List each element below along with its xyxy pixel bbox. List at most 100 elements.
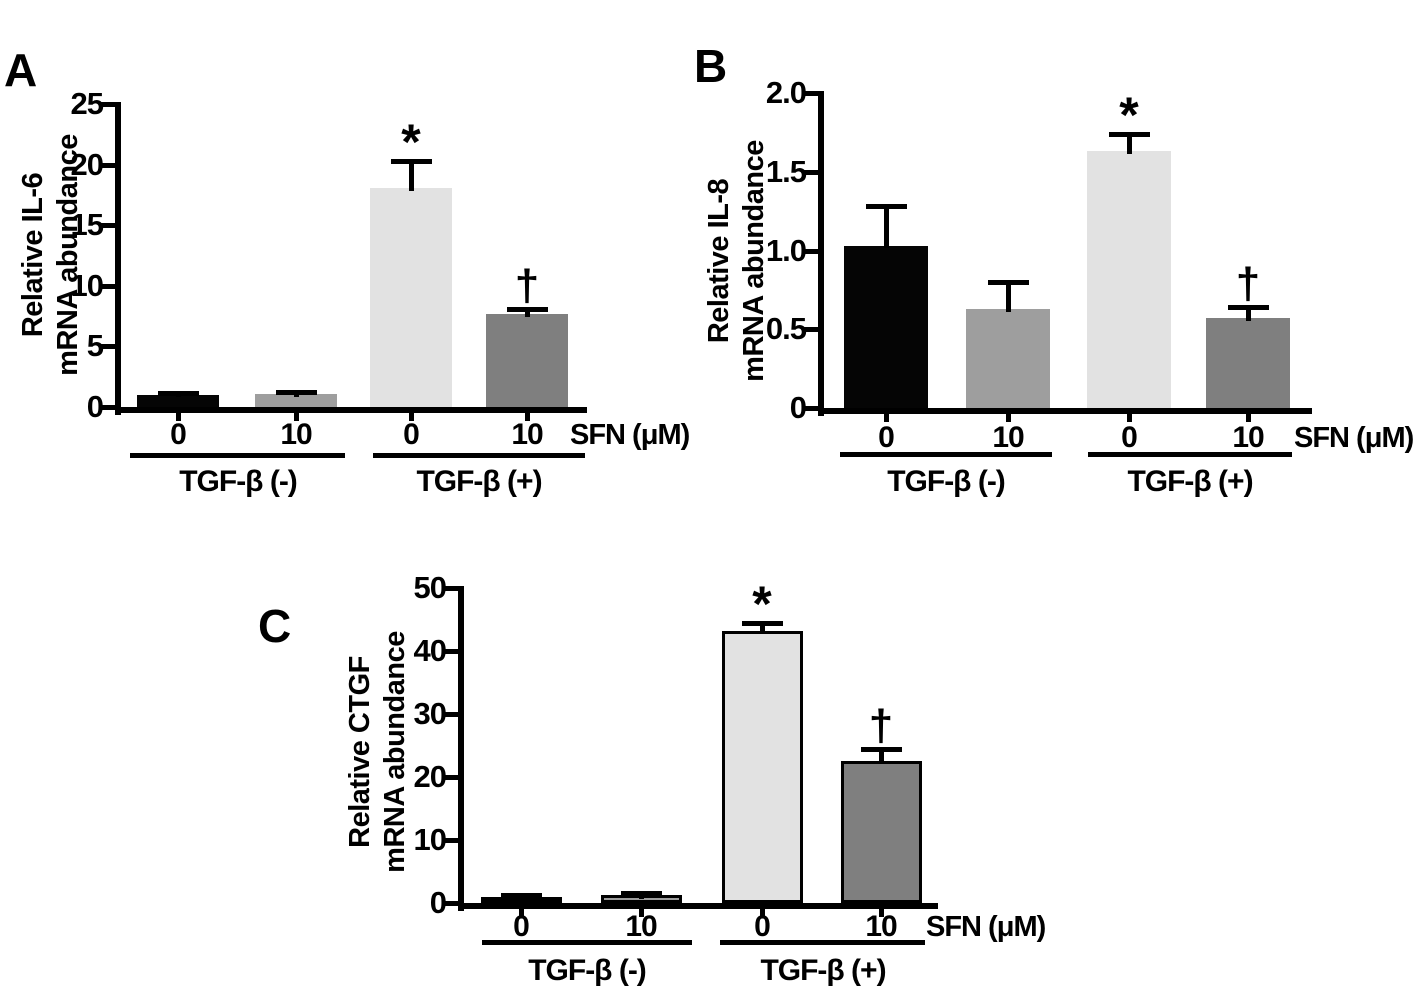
y-tick-label: 5 xyxy=(86,328,104,363)
x-tick-mark xyxy=(519,909,524,917)
group-underline xyxy=(482,940,692,945)
x-tick-mark xyxy=(409,413,414,421)
bar xyxy=(370,188,452,407)
bar xyxy=(1087,151,1171,408)
y-axis-title-line: Relative CTGF xyxy=(344,656,376,848)
y-tick-label: 10 xyxy=(70,268,104,303)
error-bar-stem xyxy=(884,206,889,248)
significance-dagger: † xyxy=(514,261,540,310)
group-underline xyxy=(130,453,345,458)
significance-asterisk: * xyxy=(1119,87,1139,143)
group-label: TGF-β (+) xyxy=(416,465,542,498)
y-tick-label: 1.0 xyxy=(765,233,807,268)
x-tick-mark xyxy=(879,909,884,917)
y-tick-label: 20 xyxy=(413,759,447,794)
y-tick-label: 0 xyxy=(789,390,807,425)
x-category-label: 10 xyxy=(625,910,657,943)
error-bar-cap xyxy=(391,159,432,164)
y-tick-mark xyxy=(101,102,115,107)
y-tick-mark xyxy=(804,91,818,96)
error-bar-cap xyxy=(501,893,542,898)
y-tick-mark xyxy=(444,775,458,780)
x-tick-mark xyxy=(1246,414,1251,422)
y-tick-mark xyxy=(804,170,818,175)
y-tick-mark xyxy=(101,163,115,168)
y-axis-title: Relative CTGF mRNA abundance xyxy=(343,582,413,922)
x-tick-mark xyxy=(639,909,644,917)
group-label: TGF-β (+) xyxy=(760,954,886,987)
group-label: TGF-β (+) xyxy=(1127,465,1253,498)
error-bar-stem xyxy=(1006,282,1011,312)
bar xyxy=(841,761,922,903)
x-category-label: 10 xyxy=(865,910,897,943)
y-tick-mark xyxy=(101,344,115,349)
x-axis-line xyxy=(818,408,1312,414)
x-category-label: 10 xyxy=(280,418,312,451)
group-label: TGF-β (-) xyxy=(179,465,298,498)
y-tick-mark xyxy=(101,284,115,289)
y-tick-mark xyxy=(444,586,458,591)
bar xyxy=(137,395,219,407)
y-tick-label: 30 xyxy=(413,696,447,731)
x-tick-mark xyxy=(294,413,299,421)
y-tick-label: 20 xyxy=(70,147,104,182)
group-underline xyxy=(840,452,1052,457)
y-axis-title-line: mRNA abundance xyxy=(379,631,411,873)
error-bar-stem xyxy=(1127,134,1132,154)
y-tick-label: 25 xyxy=(70,86,104,121)
error-bar-stem xyxy=(1246,307,1251,321)
y-tick-mark xyxy=(804,406,818,411)
x-category-label: 0 xyxy=(754,910,771,943)
error-bar-stem xyxy=(525,309,530,317)
y-tick-mark xyxy=(804,249,818,254)
bar xyxy=(255,394,337,407)
y-tick-label: 1.5 xyxy=(765,154,807,189)
y-tick-mark xyxy=(101,405,115,410)
y-tick-mark xyxy=(444,838,458,843)
error-bar-cap xyxy=(158,391,199,396)
y-tick-mark xyxy=(444,649,458,654)
x-tick-mark xyxy=(1006,414,1011,422)
error-bar-stem xyxy=(879,749,884,763)
x-category-label: 10 xyxy=(992,421,1024,454)
y-tick-label: 40 xyxy=(413,633,447,668)
error-bar-stem xyxy=(760,623,765,634)
y-tick-label: 15 xyxy=(70,207,104,242)
x-axis-unit-label: SFN (μM) xyxy=(926,911,1046,943)
bar xyxy=(486,314,568,407)
significance-dagger: † xyxy=(1235,259,1261,308)
y-axis-line xyxy=(458,586,464,911)
x-category-label: 0 xyxy=(170,418,187,451)
y-tick-mark xyxy=(804,327,818,332)
y-tick-label: 0.5 xyxy=(765,311,807,346)
y-tick-label: 0 xyxy=(429,885,447,920)
x-category-label: 10 xyxy=(511,418,543,451)
y-axis-line xyxy=(818,91,824,416)
error-bar-cap xyxy=(742,621,783,626)
error-bar-cap xyxy=(1109,132,1150,137)
y-tick-mark xyxy=(444,712,458,717)
error-bar-cap xyxy=(507,307,548,312)
group-underline xyxy=(373,453,585,458)
y-tick-mark xyxy=(101,223,115,228)
significance-asterisk: * xyxy=(401,114,421,170)
error-bar-cap xyxy=(621,891,662,896)
x-category-label: 0 xyxy=(878,421,895,454)
error-bar-cap xyxy=(1228,305,1269,310)
x-axis-unit-label: SFN (μM) xyxy=(570,419,690,451)
x-tick-mark xyxy=(1127,414,1132,422)
x-category-label: 0 xyxy=(403,418,420,451)
bar xyxy=(966,309,1050,408)
panel-letter: A xyxy=(4,44,38,96)
x-tick-mark xyxy=(760,909,765,917)
bar xyxy=(722,631,803,903)
x-tick-mark xyxy=(525,413,530,421)
error-bar-stem xyxy=(409,161,414,191)
x-tick-mark xyxy=(884,414,889,422)
group-label: TGF-β (-) xyxy=(887,465,1006,498)
x-category-label: 0 xyxy=(1121,421,1138,454)
